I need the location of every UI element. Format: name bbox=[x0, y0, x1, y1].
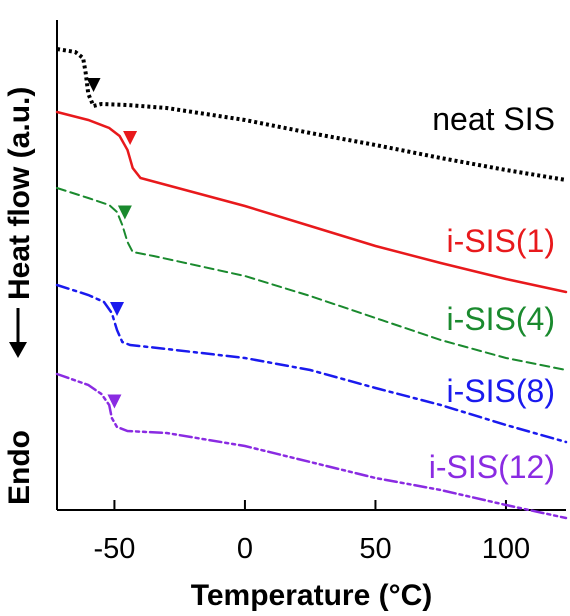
tg-marker-icon bbox=[123, 131, 138, 145]
series-line-2 bbox=[56, 187, 567, 371]
x-tick-label: 50 bbox=[359, 533, 391, 565]
series-line-1 bbox=[55, 110, 568, 294]
endo-arrow-head-icon bbox=[9, 342, 27, 358]
tg-marker-icon bbox=[117, 205, 132, 220]
series-label: i-SIS(1) bbox=[447, 223, 555, 259]
series-line-3 bbox=[55, 283, 568, 444]
y-axis-endo-label: Endo bbox=[3, 430, 36, 505]
series-layer bbox=[55, 47, 568, 520]
axes: -50 0 50 100 Temperature (°C) Heat flow (a.u.… bbox=[3, 20, 566, 612]
series-label: i-SIS(8) bbox=[447, 373, 555, 409]
tg-marker-icon bbox=[110, 302, 125, 316]
x-tick-label: 0 bbox=[237, 533, 253, 565]
series-line-4 bbox=[55, 372, 568, 520]
x-tick-label: -50 bbox=[93, 533, 135, 565]
tg-marker-icon bbox=[107, 394, 122, 409]
y-axis-title: Heat flow (a.u.) bbox=[3, 87, 36, 300]
series-label: i-SIS(4) bbox=[447, 301, 555, 337]
x-axis-title: Temperature (°C) bbox=[191, 579, 432, 612]
series-label: neat SIS bbox=[432, 101, 555, 137]
labels-layer: neat SIS i-SIS(1) i-SIS(4) i-SIS(8) i-SIS(12… bbox=[429, 101, 555, 485]
series-label: i-SIS(12) bbox=[429, 449, 555, 485]
tg-marker-icon bbox=[86, 78, 101, 92]
x-tick-label: 100 bbox=[482, 533, 530, 565]
